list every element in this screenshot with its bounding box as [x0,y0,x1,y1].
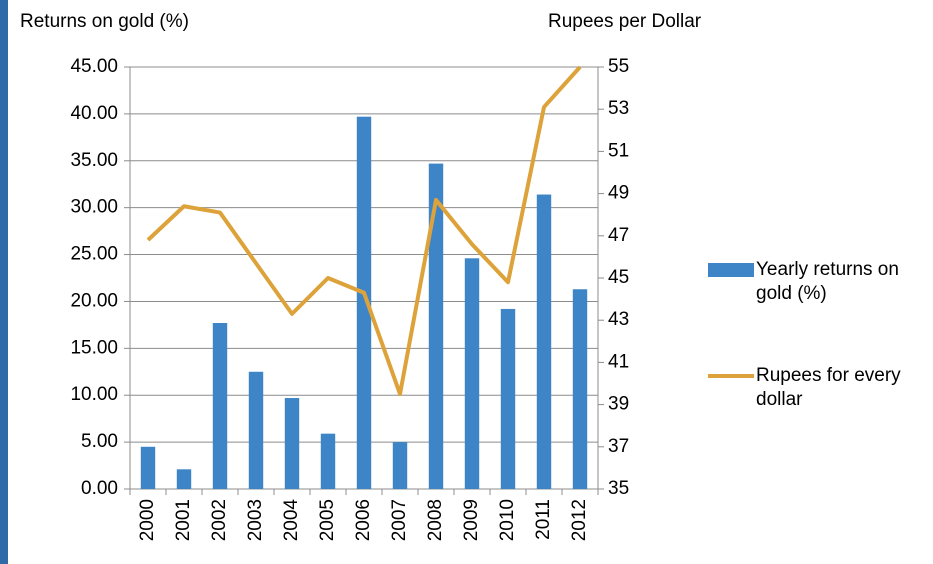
legend-swatch [708,374,754,378]
y-tick-label: 0.00 [81,478,118,499]
bar [536,194,552,489]
legend-item: Rupees for every dollar [708,364,923,424]
y2-tick-label: 51 [608,140,629,161]
x-tick-label: 2010 [497,499,518,541]
bar [320,433,336,489]
x-tick-label: 2005 [317,499,338,541]
line [146,65,582,397]
bar [428,163,444,489]
y-tick-label: 30.00 [70,197,118,218]
side-stripe [0,0,8,564]
legend-label: Yearly returns on gold (%) [756,259,899,304]
bar [212,323,228,489]
x-tick-label: 2003 [245,499,266,541]
y-tick-label: 25.00 [70,244,118,265]
y2-tick-label: 39 [608,394,629,415]
bar [284,398,300,489]
x-tick-label: 2012 [569,499,590,541]
x-tick-label: 2002 [209,499,230,541]
bar [176,469,192,489]
y2-tick-label: 47 [608,225,629,246]
y2-tick-label: 37 [608,436,629,457]
y2-tick-label: 43 [608,309,629,330]
legend-label: Rupees for every dollar [756,365,901,410]
x-tick-label: 2001 [173,499,194,541]
bar [248,371,264,489]
y2-tick-label: 53 [608,98,629,119]
bar [464,258,480,489]
y-tick-label: 40.00 [70,103,118,124]
x-tick-label: 2007 [389,499,410,541]
x-tick-label: 2009 [461,499,482,541]
y-axis-title: Returns on gold (%) [20,11,189,32]
x-tick-label: 2008 [425,499,446,541]
x-tick-label: 2000 [137,499,158,541]
y2-tick-label: 45 [608,267,629,288]
bar [500,308,516,489]
legend-item: Yearly returns on gold (%) [708,258,923,318]
y2-tick-label: 35 [608,478,629,499]
y-tick-label: 15.00 [70,337,118,358]
y2-tick-label: 41 [608,351,629,372]
y2-tick-label: 49 [608,183,629,204]
y2-axis-title: Rupees per Dollar [548,11,702,32]
bar [356,116,372,490]
x-tick-label: 2004 [281,499,302,542]
y2-tick-label: 55 [608,56,629,77]
y-tick-label: 20.00 [70,290,118,311]
bar [392,442,408,489]
y-tick-label: 10.00 [70,384,118,405]
bar [140,446,156,489]
bar [572,289,588,489]
x-tick-label: 2006 [353,499,374,541]
y-tick-label: 45.00 [70,56,118,77]
y-tick-label: 35.00 [70,150,118,171]
legend-swatch [708,263,754,277]
x-tick-label: 2011 [533,499,554,540]
y-tick-label: 5.00 [81,431,118,452]
